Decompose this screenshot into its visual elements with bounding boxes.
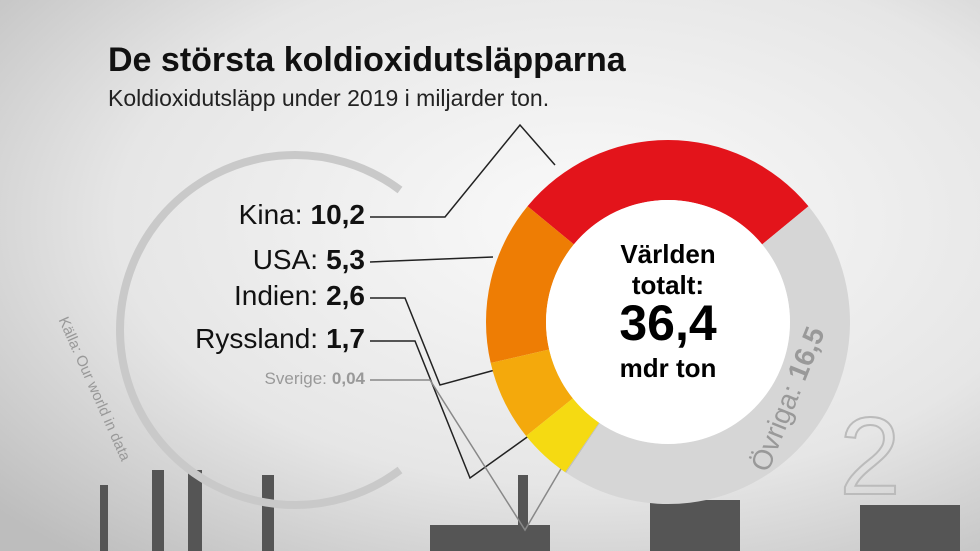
slice (485, 206, 574, 364)
label: Kina: 10,2 (239, 199, 365, 230)
value-label: 5,3 (326, 244, 365, 275)
slice (490, 349, 573, 437)
separator: : (322, 369, 327, 388)
category-name: Sverige (265, 369, 323, 388)
separator: : (310, 280, 318, 311)
value-label: 0,04 (332, 369, 366, 388)
donut-hole (546, 200, 790, 444)
chart-subtitle: Koldioxidutsläpp under 2019 i miljarder … (108, 85, 549, 111)
slice (527, 140, 809, 245)
total: 36,4 (619, 295, 717, 351)
label: Sverige: 0,04 (265, 369, 366, 388)
logo-c (116, 151, 403, 509)
category-name: Kina (239, 199, 295, 230)
center-label: Världen (620, 239, 715, 269)
separator: : (310, 323, 318, 354)
separator: : (310, 244, 318, 275)
label: USA: 5,3 (253, 244, 365, 275)
category-name: Indien (234, 280, 310, 311)
unit: mdr ton (620, 353, 717, 383)
slice (565, 422, 600, 473)
category-name: Ryssland (195, 323, 310, 354)
label: Ryssland: 1,7 (195, 323, 365, 354)
slice (566, 206, 851, 505)
category-name: USA (253, 244, 311, 275)
slice (526, 398, 600, 473)
value-label: 1,7 (326, 323, 365, 354)
chart-title: De största koldioxidutsläpparna (108, 41, 627, 79)
value-label: 10,2 (311, 199, 366, 230)
skyline (100, 470, 960, 551)
logo-subscript: 2 (839, 395, 900, 518)
leader-lines (369, 123, 566, 532)
value-label: 2,6 (326, 280, 365, 311)
center-label: totalt: (632, 270, 704, 300)
label: Indien: 2,6 (234, 280, 365, 311)
separator: : (295, 199, 303, 230)
